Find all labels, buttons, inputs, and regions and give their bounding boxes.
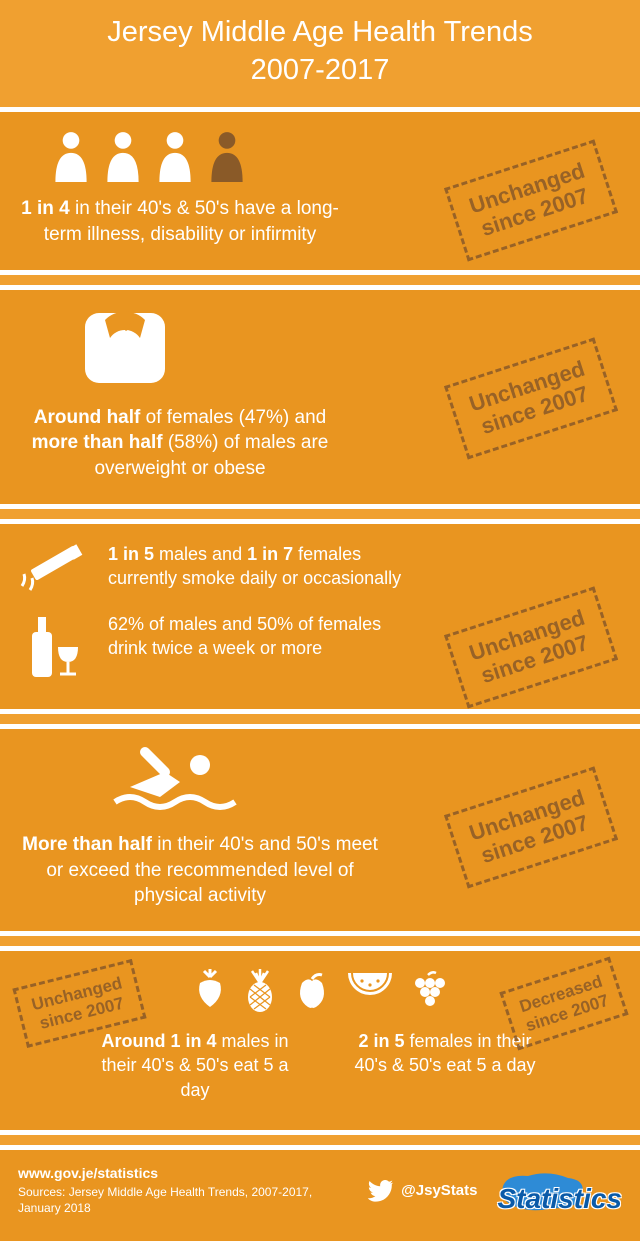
twitter-handle: @JsyStats <box>401 1182 477 1199</box>
footer-url: www.gov.je/statistics <box>18 1164 347 1184</box>
panel-text-drink: 62% of males and 50% of females drink tw… <box>108 612 408 661</box>
footer: www.gov.je/statistics Sources: Jersey Mi… <box>0 1145 640 1241</box>
grapes-icon <box>408 969 448 1013</box>
drink-icon <box>20 612 90 687</box>
panel-text-smoke: 1 in 5 males and 1 in 7 females currentl… <box>108 542 408 591</box>
panel-text: More than half in their 40's and 50's me… <box>20 832 380 909</box>
statistics-logo-text: Statistics <box>498 1183 623 1215</box>
panel-text-males: Around 1 in 4 males in their 40's & 50's… <box>90 1029 300 1102</box>
pineapple-icon <box>242 969 278 1013</box>
footer-logo: Statistics <box>498 1166 623 1215</box>
panel-activity: More than half in their 40's and 50's me… <box>0 724 640 936</box>
person-icon <box>50 130 92 182</box>
panel-obesity: Around half of females (47%) and more th… <box>0 285 640 509</box>
twitter-icon <box>367 1180 393 1202</box>
watermelon-icon <box>346 969 394 999</box>
person-icon <box>102 130 144 182</box>
header: Jersey Middle Age Health Trends 2007-201… <box>0 0 640 107</box>
apple-icon <box>292 969 332 1009</box>
strawberry-icon <box>192 969 228 1009</box>
cigarette-icon <box>20 542 90 602</box>
footer-social: @JsyStats <box>367 1180 477 1202</box>
footer-sources: Sources: Jersey Middle Age Health Trends… <box>18 1184 347 1218</box>
infographic-page: Jersey Middle Age Health Trends 2007-201… <box>0 0 640 1241</box>
panel-illness: 1 in 4 in their 40's & 50's have a long-… <box>0 107 640 274</box>
stat-bold: 1 in 4 <box>21 198 70 219</box>
panel-smoke-drink: 1 in 5 males and 1 in 7 females currentl… <box>0 519 640 715</box>
person-icon-highlighted <box>206 130 248 182</box>
panel-text: 1 in 4 in their 40's & 50's have a long-… <box>20 196 340 247</box>
panel-fruit: Around 1 in 4 males in their 40's & 50's… <box>0 946 640 1135</box>
page-title: Jersey Middle Age Health Trends 2007-201… <box>10 14 630 89</box>
footer-left: www.gov.je/statistics Sources: Jersey Mi… <box>18 1164 347 1217</box>
person-icon <box>154 130 196 182</box>
stat-text: in their 40's & 50's have a long-term il… <box>44 198 339 245</box>
title-line2: 2007-2017 <box>251 54 390 86</box>
panel-text: Around half of females (47%) and more th… <box>20 405 340 482</box>
title-line1: Jersey Middle Age Health Trends <box>107 16 533 48</box>
